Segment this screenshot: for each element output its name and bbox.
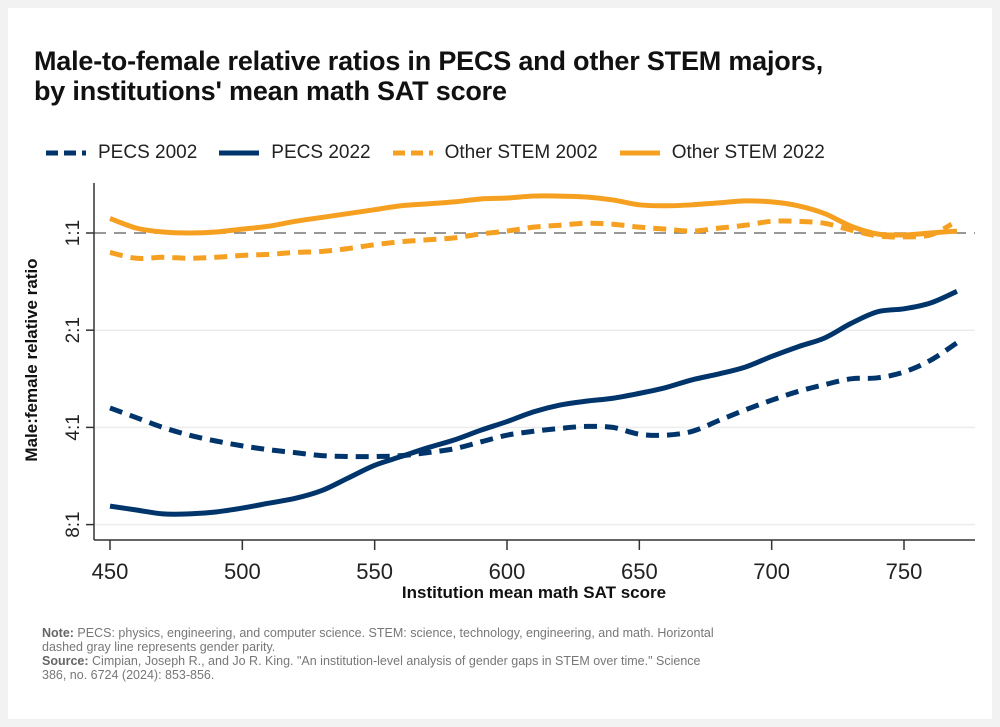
legend-label-other-stem-2002: Other STEM 2002 (444, 142, 598, 163)
y-tick-label: 2:1 (63, 317, 84, 343)
x-tick-label: 650 (621, 559, 658, 584)
x-tick-label: 600 (489, 559, 526, 584)
chart-card (8, 8, 992, 719)
legend-item-pecs-2022: PECS 2022 (217, 142, 371, 164)
y-axis-label: Male:female relative ratio (22, 258, 41, 462)
chart-notes: Note: PECS: physics, engineering, and co… (42, 626, 722, 682)
legend-swatch-other-stem-2022 (619, 150, 660, 156)
legend-swatch-other-stem-2002 (392, 150, 433, 156)
legend: PECS 2002 PECS 2022 Other STEM 2002 Othe… (44, 141, 845, 165)
series-line-pecs-2002 (109, 340, 959, 460)
legend-item-other-stem-2002: Other STEM 2002 (391, 142, 598, 164)
legend-swatch-pecs-2022 (219, 150, 260, 156)
chart-title-line-1: Male-to-female relative ratios in PECS a… (34, 46, 824, 76)
x-tick-label: 500 (224, 559, 261, 584)
x-tick-label: 450 (92, 559, 129, 584)
y-tick-label: 4:1 (63, 414, 84, 440)
chart-title: Male-to-female relative ratios in PECS a… (34, 46, 823, 106)
legend-swatch-pecs-2002 (46, 150, 86, 156)
x-tick-label: 750 (886, 559, 923, 584)
legend-label-other-stem-2022: Other STEM 2022 (671, 142, 825, 163)
chart-title-line-2: by institutions' mean math SAT score (34, 76, 507, 106)
x-axis-label: Institution mean math SAT score (401, 583, 667, 602)
source-text: Cimpian, Joseph R., and Jo R. King. "An … (42, 654, 701, 682)
legend-label-pecs-2002: PECS 2002 (98, 142, 198, 163)
source-label: Source: (42, 654, 89, 668)
legend-label-pecs-2022: PECS 2022 (271, 142, 371, 163)
series-line-pecs-2022 (109, 289, 958, 517)
note-text: PECS: physics, engineering, and computer… (42, 626, 714, 654)
y-tick-label: 8:1 (63, 511, 84, 537)
note-line: Note: PECS: physics, engineering, and co… (42, 626, 722, 654)
legend-item-pecs-2002: PECS 2002 (44, 142, 197, 164)
series-line-other-stem-2022 (109, 193, 958, 238)
note-label: Note: (42, 626, 74, 640)
x-tick-label: 700 (753, 559, 790, 584)
y-tick-label: 1:1 (63, 220, 84, 246)
series-line-other-stem-2002 (109, 218, 953, 261)
legend-item-other-stem-2022: Other STEM 2022 (618, 142, 825, 164)
source-line: Source: Cimpian, Joseph R., and Jo R. Ki… (42, 654, 722, 682)
x-tick-label: 550 (356, 559, 393, 584)
